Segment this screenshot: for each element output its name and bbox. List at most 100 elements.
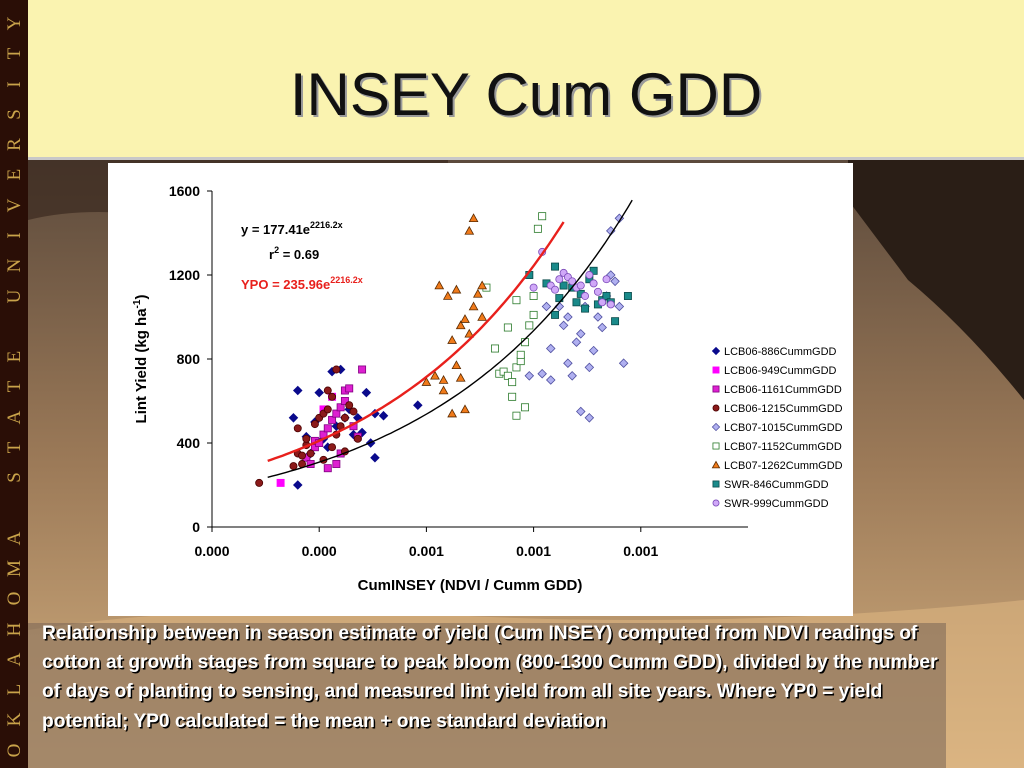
data-point	[545, 375, 556, 385]
data-point	[576, 281, 585, 290]
ticks: 0 400 800 1200 1600 0.000 0.000 0.001 0.001 0.001	[169, 183, 659, 559]
data-point	[323, 386, 332, 395]
data-point	[345, 401, 354, 410]
legend-marker	[712, 385, 720, 393]
data-point	[499, 367, 508, 376]
data-point	[451, 284, 462, 294]
data-point	[289, 462, 298, 471]
data-point	[460, 314, 470, 323]
data-point	[529, 310, 538, 319]
legend-label: LCB06-1161CummGDD	[724, 384, 842, 396]
side-banner-letter: N	[3, 258, 25, 273]
data-point	[421, 377, 432, 386]
data-point	[545, 343, 556, 354]
data-point	[581, 304, 590, 313]
data-point	[533, 224, 542, 233]
legend-marker	[711, 460, 721, 469]
side-banner-letter: S	[3, 472, 25, 484]
data-point	[306, 449, 315, 458]
side-banner-letter: O	[3, 591, 25, 606]
data-point	[568, 277, 577, 286]
data-point	[593, 312, 603, 322]
legend-label: LCB07-1152CummGDD	[724, 441, 842, 453]
data-point	[551, 310, 560, 319]
y-tick-label: 400	[177, 435, 201, 451]
data-point	[512, 363, 521, 372]
ypo-equation: YPO = 235.96e2216.2x	[241, 275, 363, 292]
data-point	[292, 385, 303, 396]
data-point	[589, 279, 598, 288]
caption-panel	[28, 623, 946, 768]
data-point	[292, 480, 303, 490]
data-point	[323, 405, 332, 414]
data-point	[559, 281, 568, 290]
y-axis-label-main: Lint Yield (kg ha	[133, 308, 150, 424]
data-point	[455, 372, 466, 382]
legend-marker	[712, 480, 720, 488]
data-point	[503, 371, 512, 380]
side-banner-letter: O	[3, 743, 25, 758]
legend-marker	[712, 499, 720, 507]
data-point	[340, 397, 349, 405]
data-point	[576, 329, 586, 339]
y-tick-label: 0	[192, 519, 200, 535]
data-point	[572, 298, 581, 307]
side-banner-letter: T	[3, 47, 25, 60]
data-point	[323, 424, 332, 433]
data-point	[447, 335, 458, 344]
data-point	[541, 301, 552, 312]
legend-label: LCB06-886CummGDD	[724, 346, 837, 358]
data-point	[438, 385, 449, 395]
side-banner-letter: R	[3, 138, 25, 151]
side-banner-letter	[5, 499, 24, 518]
data-point	[336, 403, 345, 412]
data-point	[567, 371, 577, 381]
data-point	[464, 328, 475, 338]
title-band	[28, 0, 1024, 160]
y-axis-label: Lint Yield (kg ha-1)	[132, 295, 150, 424]
data-point	[460, 404, 470, 414]
side-banner-letter: H	[3, 622, 25, 636]
ypo-equation-exp: 2216.2x	[330, 275, 363, 285]
legend-label: SWR-846CummGDD	[724, 479, 829, 491]
legend-label: LCB06-1215CummGDD	[724, 403, 843, 415]
plot-area	[255, 199, 633, 490]
data-point	[323, 464, 332, 473]
legend-label: SWR-999CummGDD	[724, 498, 829, 510]
data-point	[353, 434, 362, 443]
side-banner-letter: V	[3, 198, 25, 213]
data-point	[276, 478, 285, 487]
fit-r2: r2 = 0.69	[269, 245, 319, 262]
legend-item: LCB06-886CummGDD	[711, 346, 837, 358]
data-point	[310, 420, 319, 429]
fit-r2-sup: 2	[274, 245, 279, 255]
series-6	[421, 213, 488, 418]
legend-item: LCB07-1152CummGDD	[712, 441, 842, 453]
data-point	[468, 213, 479, 223]
data-point	[521, 403, 529, 412]
data-point	[512, 411, 521, 420]
legend-marker	[712, 366, 720, 374]
data-point	[508, 378, 517, 387]
data-point	[413, 400, 423, 410]
fit-r2-main: r	[269, 247, 274, 262]
data-point	[332, 365, 341, 374]
page-title: INSEY Cum GDD	[289, 61, 763, 128]
series-8	[529, 247, 615, 309]
chart-panel: 0 400 800 1200 1600 0.000 0.000 0.001 0.001 0.001…	[108, 163, 853, 616]
data-point	[370, 452, 380, 463]
legend: LCB06-886CummGDD LCB06-949CummGDD LCB06-11…	[711, 346, 843, 510]
scatter-chart: 0 400 800 1200 1600 0.000 0.000 0.001 0.001 0.001…	[132, 183, 843, 594]
data-point	[434, 280, 445, 290]
data-point	[585, 271, 594, 279]
legend-marker	[711, 346, 721, 356]
side-banner-letter: E	[3, 169, 25, 181]
side-banner-letter: A	[3, 410, 25, 425]
axes	[211, 191, 748, 528]
data-point	[525, 321, 534, 330]
data-point	[477, 311, 488, 321]
data-point	[558, 320, 569, 331]
data-point	[584, 413, 595, 423]
side-banner-letter: S	[3, 109, 25, 120]
legend-label: LCB07-1262CummGDD	[724, 460, 843, 472]
